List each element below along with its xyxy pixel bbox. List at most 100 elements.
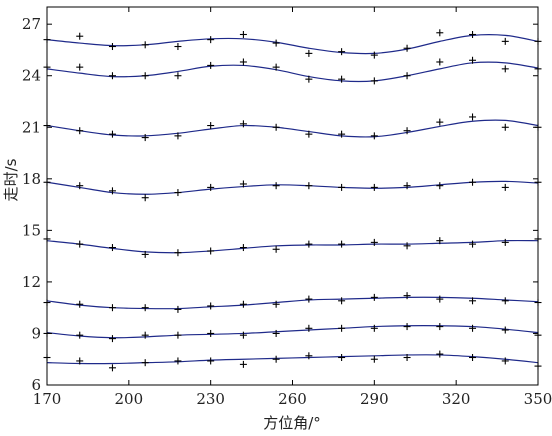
data-point — [436, 323, 444, 331]
data-point — [239, 120, 247, 128]
data-point — [239, 58, 247, 66]
data-point — [501, 326, 509, 334]
data-point — [501, 123, 509, 131]
data-point — [108, 43, 116, 51]
data-point — [338, 75, 346, 83]
data-point — [207, 247, 215, 255]
data-point — [108, 187, 116, 195]
y-tick-label: 12 — [22, 273, 41, 291]
data-point — [469, 30, 477, 38]
data-point — [76, 331, 84, 339]
series-8 — [43, 350, 542, 372]
data-point — [239, 244, 247, 252]
data-point — [207, 357, 215, 365]
data-point — [272, 63, 280, 71]
data-point — [436, 29, 444, 37]
data-point — [305, 240, 313, 248]
data-point — [141, 250, 149, 258]
fit-curve — [46, 34, 539, 55]
y-tick-label: 9 — [31, 324, 41, 342]
y-tick-label: 6 — [31, 376, 41, 394]
data-point — [436, 182, 444, 190]
series-6 — [43, 292, 542, 313]
data-point — [370, 183, 378, 191]
series-4 — [43, 178, 542, 202]
data-point — [141, 331, 149, 339]
data-point — [338, 48, 346, 56]
series-5 — [43, 235, 542, 258]
data-point — [305, 324, 313, 332]
y-tick-label: 27 — [22, 15, 41, 33]
data-point — [141, 359, 149, 367]
data-point — [305, 295, 313, 303]
data-point — [272, 355, 280, 363]
data-point — [370, 132, 378, 140]
data-point — [141, 194, 149, 202]
fit-curve — [46, 61, 539, 83]
y-tick-label: 18 — [22, 170, 41, 188]
data-point — [501, 183, 509, 191]
series-1 — [43, 29, 542, 59]
data-point — [272, 39, 280, 47]
data-point — [436, 58, 444, 66]
data-point — [403, 72, 411, 80]
x-tick-label: 200 — [115, 390, 144, 408]
data-point — [207, 122, 215, 130]
x-tick-label: 350 — [524, 390, 552, 408]
data-point — [469, 56, 477, 64]
data-point — [239, 180, 247, 188]
data-point — [338, 324, 346, 332]
data-point — [174, 132, 182, 140]
data-point — [272, 300, 280, 308]
data-point — [338, 130, 346, 138]
data-point — [403, 242, 411, 250]
data-point — [370, 238, 378, 246]
data-point — [174, 72, 182, 80]
data-point — [239, 331, 247, 339]
data-point — [501, 65, 509, 73]
data-point — [141, 134, 149, 142]
x-tick-label: 260 — [278, 390, 307, 408]
data-point — [305, 130, 313, 138]
data-point — [501, 37, 509, 45]
data-point — [338, 354, 346, 362]
data-point — [141, 41, 149, 49]
data-point — [338, 297, 346, 305]
data-point — [108, 304, 116, 312]
data-point — [403, 44, 411, 52]
x-tick-label: 320 — [442, 390, 471, 408]
data-point — [174, 43, 182, 51]
data-point — [76, 240, 84, 248]
fit-curve — [46, 180, 539, 195]
data-point — [239, 360, 247, 368]
fit-curve — [46, 296, 539, 310]
data-point — [370, 293, 378, 301]
data-point — [501, 357, 509, 365]
data-point — [305, 49, 313, 57]
data-point — [272, 182, 280, 190]
data-point — [207, 183, 215, 191]
data-point — [403, 127, 411, 135]
data-point — [469, 240, 477, 248]
data-point — [436, 295, 444, 303]
data-point — [501, 297, 509, 305]
data-point — [338, 183, 346, 191]
data-point — [403, 292, 411, 300]
data-point — [469, 113, 477, 121]
x-tick-label: 170 — [33, 390, 62, 408]
data-point — [108, 72, 116, 80]
data-point — [272, 329, 280, 337]
y-tick-label: 15 — [22, 221, 41, 239]
data-point — [76, 300, 84, 308]
fit-curve — [46, 119, 539, 138]
axes: 170 200 230 260 290 320 350 6 9 12 15 18 21 24 27 — [22, 6, 552, 408]
data-point — [207, 302, 215, 310]
data-point — [174, 305, 182, 313]
data-point — [108, 364, 116, 372]
data-point — [403, 354, 411, 362]
series-3 — [43, 113, 542, 142]
data-point — [436, 237, 444, 245]
data-point — [76, 357, 84, 365]
y-axis-title: 走时/s — [2, 158, 20, 201]
data-point — [370, 355, 378, 363]
